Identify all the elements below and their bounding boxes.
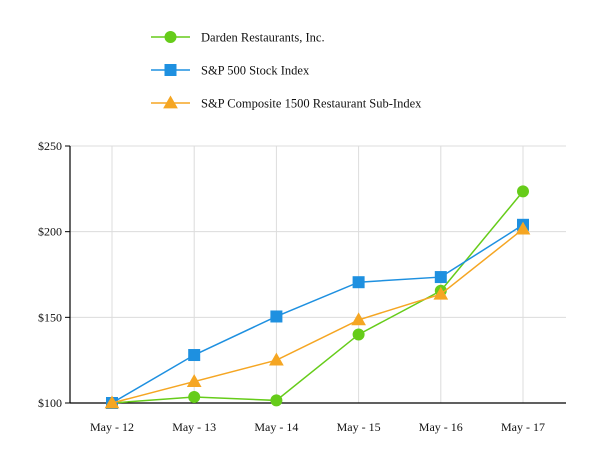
legend-item: Darden Restaurants, Inc. — [151, 31, 325, 45]
data-point — [188, 391, 201, 404]
series-line — [111, 190, 524, 404]
legend-item: S&P 500 Stock Index — [151, 64, 310, 78]
data-point — [352, 328, 365, 341]
data-point — [351, 312, 366, 326]
data-point — [186, 374, 202, 387]
series-square — [106, 218, 529, 409]
data-point — [433, 286, 449, 300]
y-tick-label: $100 — [38, 396, 62, 410]
chart-legend: Darden Restaurants, Inc. S&P 500 Stock In… — [151, 31, 422, 111]
data-point — [352, 276, 365, 289]
data-point — [270, 394, 283, 407]
chart-tick-labels: $100 $150 $200 $250 May - 12 May - 13 May - 14… — [38, 139, 545, 434]
x-tick-label: May - 12 — [90, 420, 134, 434]
legend-label: Darden Restaurants, Inc. — [201, 31, 325, 45]
series-circle — [106, 185, 529, 409]
chart-axes — [65, 145, 566, 404]
legend-marker — [164, 64, 177, 76]
series-line — [111, 224, 524, 404]
x-tick-label: May - 17 — [501, 420, 545, 434]
x-tick-label: May - 15 — [337, 420, 381, 434]
data-point — [104, 395, 120, 409]
x-tick-label: May - 13 — [172, 420, 216, 434]
y-tick-label: $250 — [38, 139, 62, 153]
chart-series — [104, 185, 531, 409]
legend-label: S&P 500 Stock Index — [201, 64, 310, 78]
data-point — [269, 352, 284, 366]
data-point — [517, 185, 529, 198]
data-point — [515, 221, 531, 235]
series-triangle — [104, 221, 531, 409]
y-tick-label: $150 — [38, 310, 62, 324]
series-line — [111, 228, 524, 404]
legend-label: S&P Composite 1500 Restaurant Sub-Index — [201, 97, 422, 111]
legend-marker — [164, 31, 177, 43]
x-tick-label: May - 14 — [254, 420, 298, 434]
legend-item: S&P Composite 1500 Restaurant Sub-Index — [151, 95, 422, 111]
legend-marker — [163, 95, 178, 109]
chart-grid — [70, 145, 566, 403]
x-tick-label: May - 16 — [419, 420, 463, 434]
data-point — [434, 271, 447, 284]
y-tick-label: $200 — [38, 225, 62, 239]
data-point — [188, 349, 201, 362]
data-point — [270, 310, 283, 323]
